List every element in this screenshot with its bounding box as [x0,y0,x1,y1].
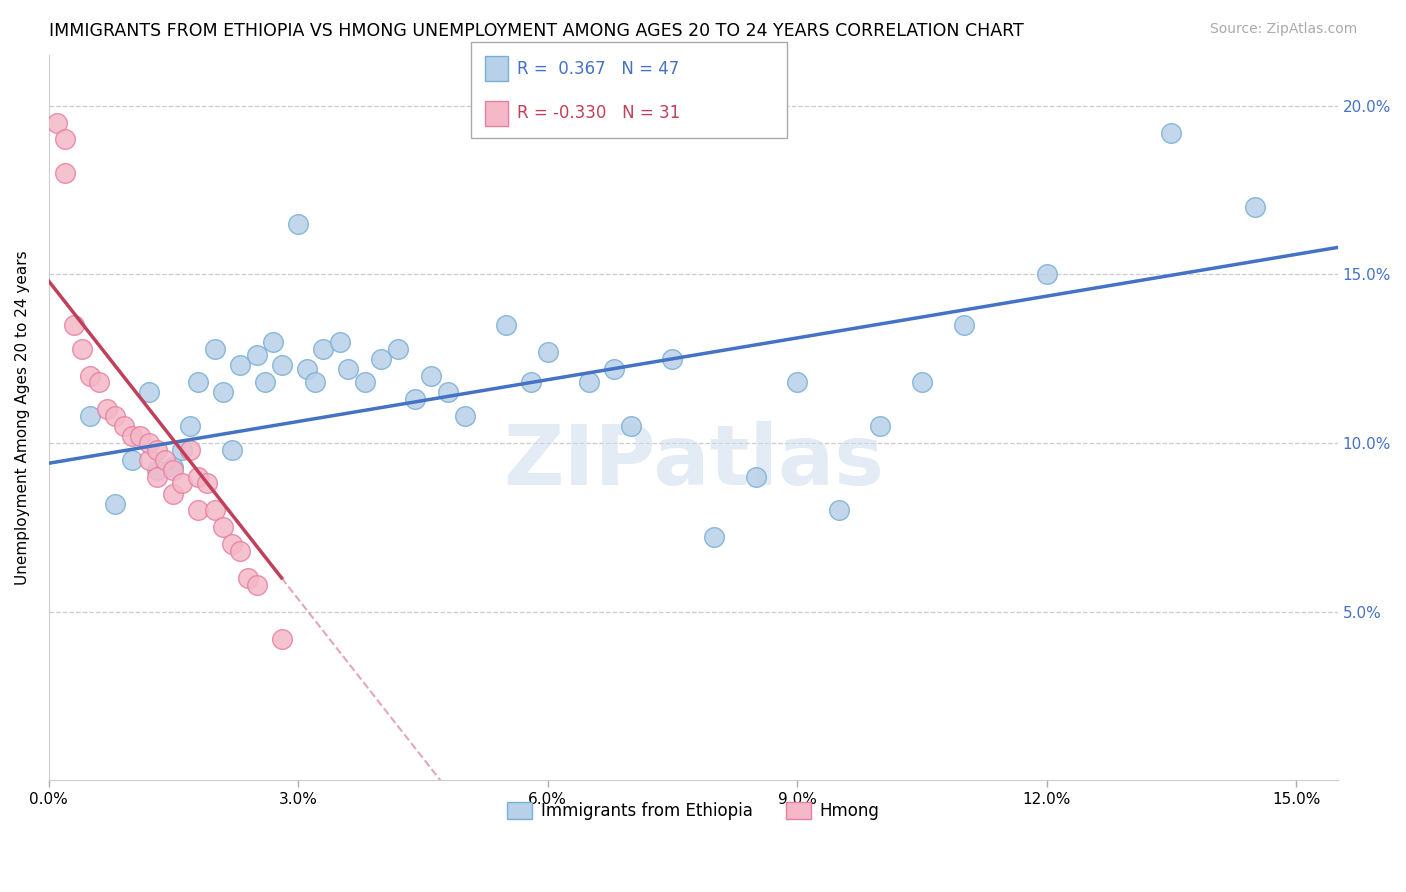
Point [295,361,318,376]
Point [138,453,160,467]
Point [312,342,335,356]
Point [620,419,643,434]
Point [138,436,160,450]
Point [170,442,193,457]
Point [112,419,135,434]
Point [869,419,891,434]
Point [1243,200,1265,214]
Point [229,544,252,558]
Y-axis label: Unemployment Among Ages 20 to 24 years: Unemployment Among Ages 20 to 24 years [15,251,30,585]
Point [304,376,326,390]
Point [104,409,127,423]
Point [187,503,209,517]
Text: Source: ZipAtlas.com: Source: ZipAtlas.com [1209,22,1357,37]
Point [146,463,169,477]
Point [162,463,184,477]
Point [146,469,169,483]
Point [270,359,292,373]
Point [204,342,226,356]
Point [121,429,143,443]
Point [337,361,360,376]
Point [187,469,209,483]
Point [453,409,475,423]
Point [353,376,375,390]
Text: ZIPatlas: ZIPatlas [503,421,884,501]
Point [828,503,851,517]
Point [238,571,260,585]
Point [129,429,152,443]
Point [578,376,600,390]
Point [520,376,543,390]
Point [1035,268,1057,282]
Point [170,476,193,491]
Point [661,351,683,366]
Point [55,166,77,180]
Point [138,385,160,400]
Point [246,577,269,591]
Point [162,486,184,500]
Point [1160,126,1182,140]
Legend: Immigrants from Ethiopia, Hmong: Immigrants from Ethiopia, Hmong [501,795,886,826]
Point [96,402,118,417]
Point [204,503,226,517]
Point [221,537,243,551]
Point [287,217,309,231]
Point [79,409,101,423]
Point [603,361,626,376]
Point [911,376,934,390]
Point [221,442,243,457]
Point [153,453,176,467]
Point [537,345,560,359]
Point [744,469,766,483]
Point [212,385,235,400]
Point [179,419,201,434]
Point [253,376,276,390]
Point [952,318,974,332]
Point [786,376,808,390]
Point [162,459,184,474]
Point [146,442,169,457]
Point [703,531,725,545]
Point [87,376,110,390]
Point [370,351,392,366]
Text: R = -0.330   N = 31: R = -0.330 N = 31 [517,104,681,122]
Point [437,385,460,400]
Point [329,334,352,349]
Text: R =  0.367   N = 47: R = 0.367 N = 47 [517,60,679,78]
Point [387,342,409,356]
Point [404,392,426,406]
Point [195,476,218,491]
Point [187,376,209,390]
Point [179,442,201,457]
Point [246,348,269,362]
Point [104,497,127,511]
Point [62,318,84,332]
Point [70,342,93,356]
Point [212,520,235,534]
Point [229,359,252,373]
Point [262,334,284,349]
Point [55,132,77,146]
Point [121,453,143,467]
Point [495,318,517,332]
Point [79,368,101,383]
Point [420,368,443,383]
Point [46,115,69,129]
Text: IMMIGRANTS FROM ETHIOPIA VS HMONG UNEMPLOYMENT AMONG AGES 20 TO 24 YEARS CORRELA: IMMIGRANTS FROM ETHIOPIA VS HMONG UNEMPL… [49,22,1024,40]
Point [270,632,292,646]
